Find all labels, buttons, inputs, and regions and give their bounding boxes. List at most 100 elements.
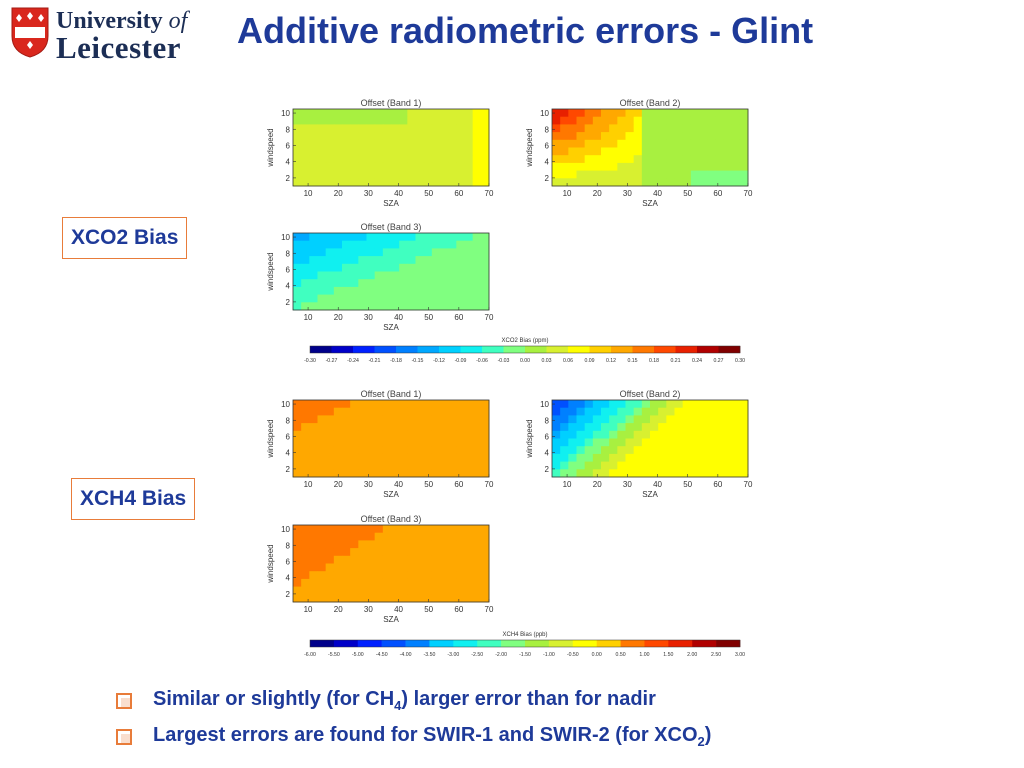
contour-cell	[325, 279, 335, 288]
contour-cell	[601, 147, 610, 156]
contour-cell	[407, 233, 416, 242]
contour-cell	[658, 139, 667, 148]
contour-cell	[333, 540, 343, 549]
contour-cell	[391, 407, 400, 416]
contour-cell	[464, 563, 474, 572]
contour-cell	[560, 446, 569, 455]
contour-cell	[317, 155, 327, 164]
contour-cell	[317, 446, 327, 455]
logo-wordmark-line1: University of	[56, 8, 188, 34]
contour-cell	[399, 240, 408, 249]
contour-cell	[480, 438, 490, 447]
contour-cell	[333, 248, 343, 257]
contour-cell	[358, 279, 367, 288]
contour-cell	[592, 116, 602, 125]
contour-cell	[317, 170, 327, 179]
contour-cell	[715, 423, 724, 432]
contour-cell	[431, 233, 441, 242]
contour-cell	[674, 461, 684, 470]
contour-cell	[617, 132, 626, 141]
colorbar-swatch	[357, 640, 382, 647]
contour-cell	[674, 124, 684, 133]
x-tick-label: 30	[364, 313, 373, 322]
contour-cell	[358, 116, 367, 125]
contour-cell	[472, 407, 482, 416]
contour-cell	[641, 446, 651, 455]
contour-cell	[609, 155, 618, 164]
contour-cell	[674, 132, 684, 141]
contour-cell	[699, 400, 708, 409]
contour-cell	[325, 294, 335, 303]
contour-cell	[440, 563, 449, 572]
contour-cell	[309, 294, 318, 303]
contour-cell	[309, 540, 318, 549]
contour-cell	[391, 400, 400, 409]
contour-cell	[415, 132, 425, 141]
contour-cell	[617, 461, 626, 470]
contour-cell	[350, 155, 359, 164]
contour-cell	[552, 400, 561, 409]
contour-cell	[568, 453, 577, 462]
contour-cell	[472, 279, 482, 288]
contour-cell	[440, 263, 449, 272]
contour-cell	[317, 233, 327, 242]
contour-cell	[350, 548, 359, 557]
colorbar-swatch	[692, 640, 717, 647]
contour-cell	[317, 525, 327, 534]
contour-cell	[699, 139, 708, 148]
contour-cell	[309, 240, 318, 249]
contour-cell	[731, 178, 741, 187]
contour-cell	[333, 109, 343, 118]
contour-cell	[407, 240, 416, 249]
contour-cell	[440, 525, 449, 534]
contour-cell	[391, 563, 400, 572]
contour-cell	[358, 233, 367, 242]
contour-cell	[690, 155, 700, 164]
contour-cell	[415, 240, 425, 249]
contour-cell	[592, 407, 602, 416]
contour-cell	[358, 586, 367, 595]
contour-cell	[440, 155, 449, 164]
y-tick-label: 6	[286, 141, 291, 150]
contour-cell	[415, 446, 425, 455]
contour-cell	[325, 571, 335, 580]
contour-cell	[374, 263, 384, 272]
contour-cell	[309, 400, 318, 409]
contour-cell	[391, 594, 400, 603]
contour-cell	[472, 446, 482, 455]
contour-cell	[480, 178, 490, 187]
contour-cell	[333, 139, 343, 148]
contour-cell	[641, 407, 651, 416]
contour-cell	[333, 594, 343, 603]
contour-cell	[715, 178, 724, 187]
contour-cell	[592, 124, 602, 133]
contour-cell	[674, 162, 684, 171]
contour-cell	[301, 170, 310, 179]
contour-cell	[399, 124, 408, 133]
contour-cell	[391, 271, 400, 280]
contour-cell	[407, 415, 416, 424]
contour-plots-svg: Offset (Band 1)10 20 30 40 50 60 70SZA246810wi…	[266, 98, 753, 658]
contour-cell	[584, 400, 594, 409]
contour-cell	[350, 271, 359, 280]
y-tick-label: 4	[286, 158, 291, 167]
contour-cell	[576, 170, 586, 179]
contour-cell	[431, 302, 441, 311]
y-tick-label: 6	[286, 265, 291, 274]
colorbar-swatch	[644, 640, 669, 647]
contour-cell	[415, 248, 425, 257]
contour-cell	[293, 271, 302, 280]
contour-cell	[325, 116, 335, 125]
contour-cell	[609, 170, 618, 179]
contour-cell	[407, 407, 416, 416]
contour-cell	[423, 453, 433, 462]
contour-cell	[342, 162, 351, 171]
contour-cell	[560, 155, 569, 164]
contour-cell	[723, 155, 733, 164]
contour-cell	[560, 438, 569, 447]
contour-cell	[391, 438, 400, 447]
contour-cell	[301, 294, 310, 303]
contour-cell	[391, 525, 400, 534]
contour-cell	[641, 423, 651, 432]
contour-cell	[480, 170, 490, 179]
